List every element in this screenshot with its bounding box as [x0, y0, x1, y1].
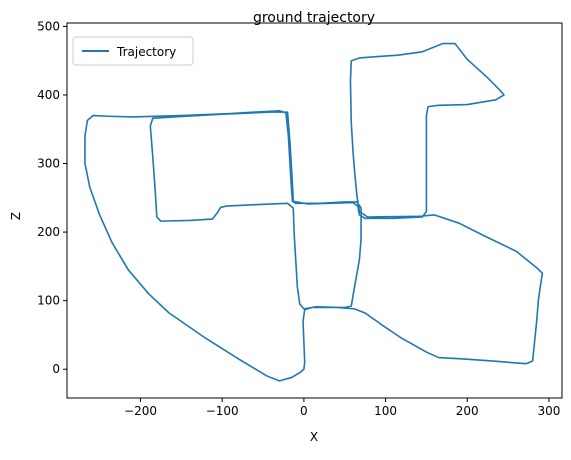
y-axis-label: Z	[9, 212, 23, 220]
y-tick-label: 300	[37, 157, 60, 171]
x-tick-label: −100	[206, 404, 239, 418]
x-tick-label: 300	[537, 404, 560, 418]
plot-area-background	[67, 23, 562, 398]
y-tick-label: 200	[37, 225, 60, 239]
legend: Trajectory	[72, 36, 194, 66]
y-tick-label: 500	[37, 19, 60, 33]
y-tick-label: 100	[37, 294, 60, 308]
x-tick-label: −200	[124, 404, 157, 418]
x-tick-label: 200	[456, 404, 479, 418]
chart-title: ground trajectory	[253, 10, 375, 26]
x-axis-label: X	[310, 430, 318, 444]
chart-marks: −200 −100 0 100 200 300 0 100 200 300 400 500	[37, 19, 563, 418]
y-tick-label: 400	[37, 88, 60, 102]
x-tick-label: 100	[374, 404, 397, 418]
legend-label: Trajectory	[116, 45, 176, 59]
legend-frame	[72, 36, 194, 66]
axes-frame	[66, 22, 563, 399]
y-tick-label: 0	[52, 362, 60, 376]
series-line-0	[84, 42, 544, 382]
x-tick-label: 0	[300, 404, 308, 418]
